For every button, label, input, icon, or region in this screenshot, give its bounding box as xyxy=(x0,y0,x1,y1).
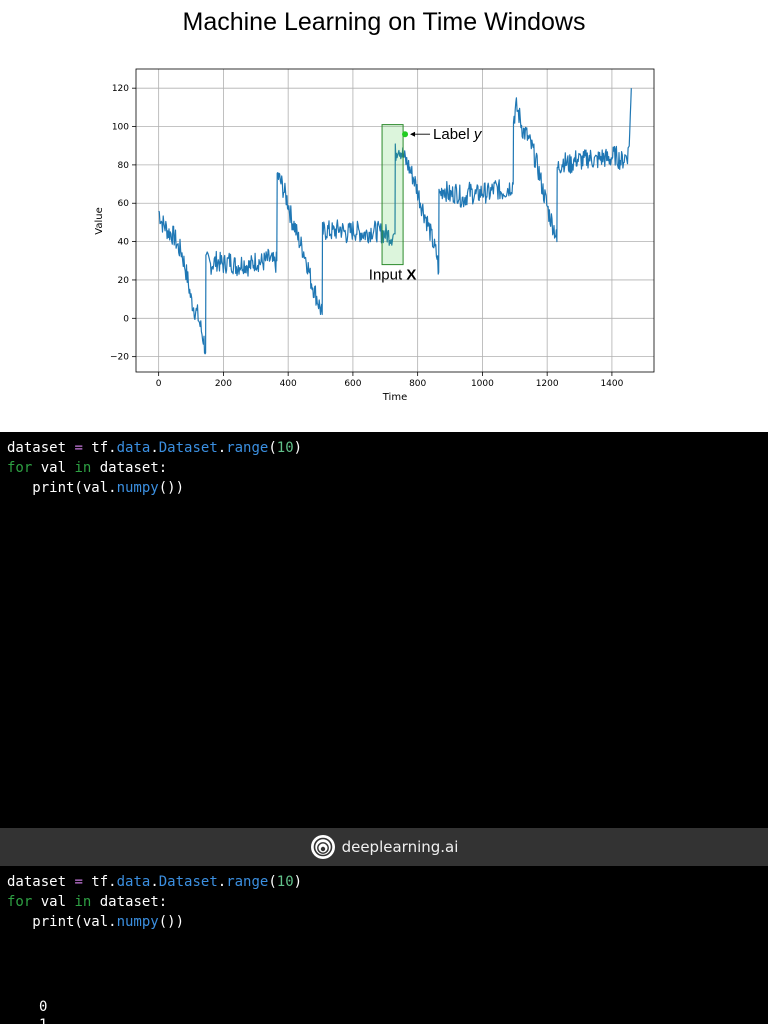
y-tick-label: 80 xyxy=(118,161,130,171)
x-tick-label: 1000 xyxy=(471,379,494,389)
code-token: in xyxy=(74,460,92,476)
y-tick-label: 20 xyxy=(118,276,130,286)
x-tick-label: 800 xyxy=(409,379,426,389)
code-output-panel[interactable]: dataset = tf.data.Dataset.range(10) for v… xyxy=(0,866,768,1024)
output-line: 0 xyxy=(39,999,48,1015)
x-tick-label: 200 xyxy=(215,379,232,389)
input-window-box xyxy=(381,124,404,266)
code-line: print(val.numpy()) xyxy=(7,478,768,498)
code-token: tf. xyxy=(82,440,117,456)
code-token: for xyxy=(7,894,33,910)
code-token: numpy xyxy=(116,914,159,930)
code-token: in xyxy=(74,894,92,910)
code-token: for xyxy=(7,460,33,476)
y-tick-label: 60 xyxy=(118,199,130,209)
code-token: ) xyxy=(293,440,303,456)
code-token: tf. xyxy=(82,874,117,890)
brand-name: deeplearning.ai xyxy=(341,838,459,856)
code-token: val xyxy=(32,460,75,476)
code-line: dataset = tf.data.Dataset.range(10) xyxy=(7,438,768,458)
code-token: = xyxy=(74,440,83,456)
slide: Machine Learning on Time Windows 0 200 400… xyxy=(0,0,768,432)
code-token: data xyxy=(116,874,151,890)
code-token: range xyxy=(226,874,269,890)
slide-title: Machine Learning on Time Windows xyxy=(182,8,586,36)
code-block-repeat: dataset = tf.data.Dataset.range(10) for v… xyxy=(7,872,768,932)
code-token: 10 xyxy=(276,874,294,890)
code-token: Dataset xyxy=(158,874,218,890)
code-block: dataset = tf.data.Dataset.range(10) for v… xyxy=(7,438,768,498)
code-token: dataset: xyxy=(91,460,168,476)
program-output: 012 xyxy=(7,998,768,1024)
code-token: ()) xyxy=(158,914,185,930)
code-token: . xyxy=(217,874,227,890)
input-x-var: X xyxy=(406,267,416,284)
code-token: print(val. xyxy=(7,480,117,496)
code-token: numpy xyxy=(116,480,159,496)
code-token: print(val. xyxy=(7,914,117,930)
y-tick-label: 40 xyxy=(118,238,130,248)
code-token: . xyxy=(150,874,159,890)
code-token: dataset xyxy=(7,874,75,890)
series-line xyxy=(158,88,632,355)
y-tick-label: 100 xyxy=(112,123,129,133)
y-tick-label: 0 xyxy=(123,314,129,324)
code-line: for val in dataset: xyxy=(7,892,768,912)
code-token: ( xyxy=(268,874,277,890)
x-tick-label: 0 xyxy=(156,379,162,389)
output-line: 1 xyxy=(7,1016,768,1024)
y-axis-label: Value xyxy=(94,207,105,234)
input-x-text: Input X xyxy=(369,267,417,284)
code-line: for val in dataset: xyxy=(7,458,768,478)
label-arrowhead xyxy=(410,131,416,137)
label-point xyxy=(402,131,409,138)
annotations: Label y Input X xyxy=(369,124,483,284)
code-token: . xyxy=(217,440,227,456)
x-tick-label: 400 xyxy=(280,379,297,389)
code-token: dataset xyxy=(7,440,75,456)
y-tick-label: 120 xyxy=(112,84,129,94)
code-token: 10 xyxy=(276,440,294,456)
x-tick-label: 1200 xyxy=(536,379,559,389)
axis-ticks: 0 200 400 600 800 1000 1200 1400 −20 0 20 40 60 80 100… xyxy=(110,84,624,389)
label-y-prefix: Label xyxy=(433,126,474,143)
code-token: data xyxy=(116,440,151,456)
code-token: dataset: xyxy=(91,894,168,910)
code-token: ( xyxy=(268,440,277,456)
code-token: range xyxy=(226,440,269,456)
brand-bar: deeplearning.ai xyxy=(0,828,768,866)
x-tick-label: 1400 xyxy=(600,379,623,389)
deeplearning-logo-icon xyxy=(310,835,335,859)
code-token: val xyxy=(32,894,75,910)
label-y-var: y xyxy=(473,126,483,143)
code-token: ()) xyxy=(158,480,185,496)
label-y-text: Label y xyxy=(433,126,483,143)
plot-frame xyxy=(135,68,655,373)
code-editor[interactable]: dataset = tf.data.Dataset.range(10) for v… xyxy=(0,432,768,828)
code-token: ) xyxy=(293,874,303,890)
code-line: print(val.numpy()) xyxy=(7,912,768,932)
code-line: dataset = tf.data.Dataset.range(10) xyxy=(7,872,768,892)
input-x-prefix: Input xyxy=(369,267,407,284)
time-series-chart: 0 200 400 600 800 1000 1200 1400 −20 0 20 40 60 80 100… xyxy=(94,68,655,403)
code-token: = xyxy=(74,874,83,890)
x-tick-label: 600 xyxy=(344,379,361,389)
code-token: Dataset xyxy=(158,440,218,456)
y-tick-label: −20 xyxy=(110,353,129,363)
code-token: . xyxy=(150,440,159,456)
x-axis-label: Time xyxy=(382,392,407,403)
series-layer xyxy=(158,88,632,355)
